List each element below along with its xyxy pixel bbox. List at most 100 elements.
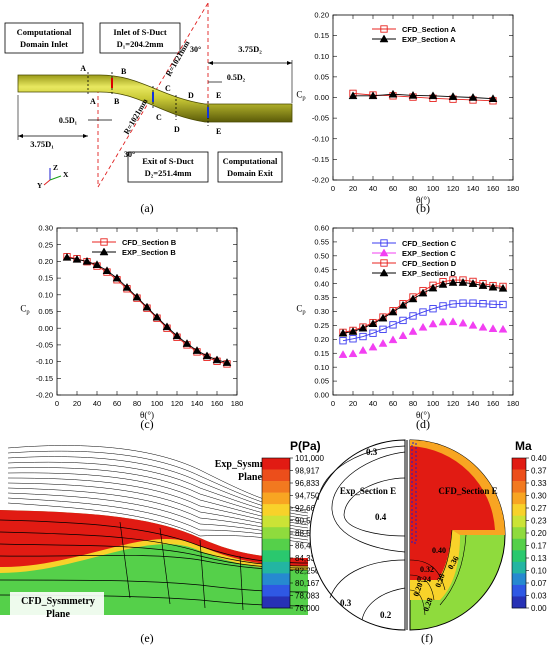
data-point-d-0 [449, 300, 457, 308]
legend-marker-b-0 [380, 25, 388, 33]
domain-exit-box [217, 151, 283, 183]
data-point-d-0 [469, 299, 477, 307]
colorbar-label: 0.17 [531, 542, 547, 551]
dim-left-arrow-head-2 [83, 134, 88, 138]
colorbar-label: 92,667 [295, 504, 320, 513]
colorbar-label: 88,500 [295, 529, 320, 538]
exp-section-label: Exp_Section E [340, 486, 396, 496]
colorbar-swatch [262, 492, 290, 505]
data-point-d-3 [438, 279, 448, 288]
y-tick-label-b: -0.20 [312, 176, 329, 185]
panel-label-b: (b) [416, 201, 430, 215]
data-point-c-1 [162, 322, 172, 331]
exp-section-e-half [309, 439, 406, 631]
data-point-d-3 [488, 282, 498, 291]
data-point-c-1 [222, 358, 232, 366]
data-point-b-1 [408, 90, 418, 99]
colorbar-swatch [512, 550, 526, 563]
cfd-contour-label-5: 0.20 [411, 581, 424, 597]
data-point-d-0 [369, 329, 377, 337]
data-point-c-1 [102, 266, 112, 275]
panel-label-c: (c) [140, 417, 153, 431]
colorbar-swatch [262, 481, 290, 493]
cfd-label-bg [10, 592, 104, 620]
dim-right-arrow-head-1 [208, 61, 213, 65]
data-point-d-1 [348, 349, 358, 358]
colorbar-label: 98,917 [295, 467, 320, 476]
colorbar-label: 86,417 [295, 542, 320, 551]
chart-d: 0 20 40 60 80 100 120 140 160 180 0.00 0.05 0.10 0.15… [296, 224, 519, 420]
cfd-contour-label-1: 0.40 [432, 546, 446, 555]
panel-f-mach-contour: 0.3 0.4 0.3 0.2 Exp_Section E CFD_Sectio… [309, 439, 547, 631]
legend-marker-d-2 [380, 259, 388, 267]
exit-sduct-label-1: Exit of S-Duct [142, 156, 194, 166]
y-tick-label-b: 0.20 [314, 11, 329, 20]
x-tick-label-d: 180 [507, 399, 520, 408]
s-duct-body [17, 74, 293, 123]
domain-inlet-label-2: Domain Inlet [20, 39, 68, 49]
data-point-d-1 [428, 319, 438, 328]
dim-half-left-label: 0.5D₁ [59, 116, 78, 125]
y-axis-label-d: Cp [296, 304, 305, 316]
legend-label-d-3: EXP_Section D [402, 269, 456, 278]
x-tick-label-c: 80 [133, 399, 141, 408]
colorbar-swatch [262, 504, 290, 516]
axis-triad-icon: Z X Y [37, 163, 69, 190]
x-tick-label-d: 0 [331, 399, 335, 408]
colorbar-label: 0.33 [531, 479, 547, 488]
section-c-bottom: C [156, 113, 162, 122]
y-tick-label-c: 0.05 [38, 307, 53, 316]
data-point-b-1 [488, 94, 498, 102]
data-point-d-3 [338, 328, 348, 337]
x-tick-label-c: 60 [113, 399, 121, 408]
y-tick-label-b: -0.05 [312, 114, 329, 123]
colorbar-f: 0.40 0.37 0.33 0.30 0.27 0.23 0.20 0.17 0.13 0.10… [511, 454, 547, 613]
axis-z-label: Z [53, 163, 58, 172]
colorbar-label: 76,000 [295, 604, 320, 613]
series-line-b-1 [353, 93, 494, 100]
data-point-d-1 [408, 327, 418, 335]
data-point-d-1 [388, 335, 398, 344]
x-tick-label-d: 40 [369, 399, 377, 408]
dim-half-right-label: 0.5D₂ [227, 73, 246, 82]
legend-marker-c-0 [100, 238, 108, 246]
data-point-d-0 [349, 335, 357, 343]
section-b-bottom: B [114, 97, 120, 106]
legend-label-d-2: CFD_Section D [402, 259, 457, 268]
domain-inlet-label-1: Computational [17, 27, 72, 37]
data-point-d-3 [468, 279, 478, 287]
colorbar-swatch [262, 469, 290, 482]
y-tick-label-d: 0.35 [314, 293, 329, 302]
data-point-d-3 [358, 323, 368, 332]
colorbar-swatch [262, 561, 290, 574]
y-tick-label-c: 0.20 [38, 257, 53, 266]
colorbar-label: 82,250 [295, 567, 320, 576]
y-tick-label-b: 0.00 [314, 93, 329, 102]
data-point-d-0 [399, 316, 407, 325]
data-point-c-1 [62, 252, 72, 261]
y-tick-label-c: 0.15 [38, 274, 53, 283]
y-tick-label-c: 0.10 [38, 290, 53, 299]
legend-label-b-0: CFD_Section A [402, 25, 456, 34]
y-tick-label-b: 0.10 [314, 52, 329, 61]
colorbar-swatch [262, 458, 290, 470]
colorbar-swatch [262, 596, 290, 609]
colorbar-label: 0.13 [531, 554, 547, 563]
x-tick-label-b: 20 [349, 184, 357, 193]
colorbar-label: 101,000 [295, 454, 324, 463]
exp-symmetry-label-1: Exp_Sysmmetry [215, 459, 286, 470]
dim-left-arrow-head-1 [18, 134, 23, 138]
x-tick-label-d: 140 [467, 399, 480, 408]
y-tick-label-d: 0.55 [314, 238, 329, 247]
data-point-d-1 [398, 331, 408, 339]
colorbar-f-title: Ma [515, 439, 532, 453]
data-point-d-0 [419, 308, 427, 316]
chart-c: 0 20 40 60 80 100 120 140 160 180 -0.20 -0.15 -0.10 -… [20, 224, 243, 420]
radius-bottom-label: R=1021mm [122, 97, 150, 136]
inlet-sduct-label-1: Inlet of S-Duct [113, 27, 167, 37]
x-tick-label-b: 0 [331, 184, 335, 193]
data-point-c-1 [112, 273, 122, 282]
data-point-d-0 [489, 300, 497, 308]
inlet-sduct-label-2: D₁=204.2mm [117, 39, 164, 49]
data-point-d-1 [378, 339, 388, 347]
